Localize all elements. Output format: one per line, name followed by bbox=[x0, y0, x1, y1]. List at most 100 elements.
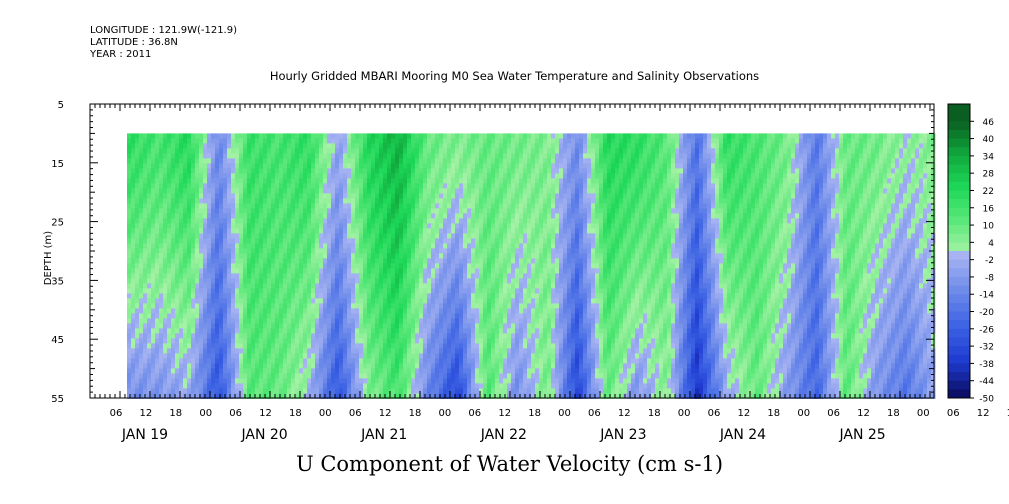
heatmap-cell bbox=[467, 358, 472, 364]
heatmap-cell bbox=[147, 353, 152, 359]
heatmap-cell bbox=[259, 198, 264, 204]
heatmap-cell bbox=[203, 378, 208, 384]
heatmap-cell bbox=[471, 183, 476, 189]
heatmap-cell bbox=[439, 333, 444, 339]
heatmap-cell bbox=[151, 228, 156, 234]
heatmap-cell bbox=[307, 193, 312, 199]
heatmap-cell bbox=[223, 193, 228, 199]
heatmap-cell bbox=[155, 183, 160, 189]
heatmap-cell bbox=[327, 243, 332, 249]
heatmap-cell bbox=[331, 153, 336, 159]
heatmap-cell bbox=[247, 163, 252, 169]
heatmap-cell bbox=[167, 163, 172, 169]
heatmap-cell bbox=[235, 218, 240, 224]
heatmap-cell bbox=[451, 138, 456, 144]
heatmap-cell bbox=[307, 158, 312, 164]
heatmap-cell bbox=[499, 173, 504, 179]
heatmap-cell bbox=[491, 243, 496, 249]
heatmap-cell bbox=[127, 273, 132, 279]
heatmap-cell bbox=[371, 138, 376, 144]
heatmap-cell bbox=[251, 293, 256, 299]
heatmap-cell bbox=[439, 153, 444, 159]
heatmap-cell bbox=[255, 348, 260, 354]
heatmap-cell bbox=[339, 378, 344, 384]
heatmap-cell bbox=[479, 293, 484, 299]
heatmap-cell bbox=[459, 208, 464, 214]
heatmap-cell bbox=[475, 213, 480, 219]
heatmap-cell bbox=[375, 143, 380, 149]
heatmap-cell bbox=[471, 148, 476, 154]
heatmap-cell bbox=[483, 348, 488, 354]
heatmap-cell bbox=[127, 163, 132, 169]
heatmap-cell bbox=[443, 193, 448, 199]
heatmap-cell bbox=[335, 378, 340, 384]
heatmap-cell bbox=[183, 323, 188, 329]
heatmap-cell bbox=[339, 173, 344, 179]
heatmap-cell bbox=[315, 378, 320, 384]
heatmap-cell bbox=[443, 283, 448, 289]
heatmap-cell bbox=[255, 233, 260, 239]
heatmap-cell bbox=[351, 313, 356, 319]
heatmap-cell bbox=[479, 273, 484, 279]
heatmap-cell bbox=[271, 238, 276, 244]
heatmap-cell bbox=[267, 303, 272, 309]
heatmap-cell bbox=[335, 273, 340, 279]
heatmap-cell bbox=[411, 383, 416, 389]
heatmap-cell bbox=[255, 133, 260, 139]
heatmap-cell bbox=[159, 368, 164, 374]
heatmap-cell bbox=[387, 153, 392, 159]
heatmap-cell bbox=[399, 148, 404, 154]
heatmap-cell bbox=[243, 198, 248, 204]
heatmap-cell bbox=[307, 223, 312, 229]
heatmap-cell bbox=[163, 133, 168, 139]
heatmap-cell bbox=[391, 268, 396, 274]
heatmap-cell bbox=[419, 193, 424, 199]
heatmap-cell bbox=[307, 238, 312, 244]
heatmap-cell bbox=[379, 153, 384, 159]
heatmap-cell bbox=[451, 328, 456, 334]
heatmap-cell bbox=[447, 138, 452, 144]
heatmap-cell bbox=[419, 273, 424, 279]
heatmap-cell bbox=[175, 363, 180, 369]
heatmap-cell bbox=[191, 253, 196, 259]
heatmap-cell bbox=[223, 233, 228, 239]
heatmap-cell bbox=[299, 288, 304, 294]
heatmap-cell bbox=[271, 228, 276, 234]
heatmap-cell bbox=[487, 273, 492, 279]
heatmap-cell bbox=[219, 248, 224, 254]
heatmap-cell bbox=[299, 268, 304, 274]
heatmap-cell bbox=[271, 318, 276, 324]
heatmap-cell bbox=[163, 383, 168, 389]
heatmap-cell bbox=[247, 248, 252, 254]
heatmap-cell bbox=[147, 383, 152, 389]
heatmap-cell bbox=[207, 168, 212, 174]
heatmap-cell bbox=[343, 168, 348, 174]
heatmap-cell bbox=[143, 208, 148, 214]
heatmap-cell bbox=[387, 203, 392, 209]
heatmap-cell bbox=[375, 238, 380, 244]
heatmap-cell bbox=[419, 323, 424, 329]
heatmap-cell bbox=[351, 158, 356, 164]
heatmap-cell bbox=[347, 233, 352, 239]
heatmap-cell bbox=[259, 298, 264, 304]
heatmap-cell bbox=[255, 268, 260, 274]
heatmap-cell bbox=[499, 148, 504, 154]
heatmap-cell bbox=[419, 163, 424, 169]
heatmap-cell bbox=[423, 133, 428, 139]
heatmap-cell bbox=[167, 173, 172, 179]
heatmap-cell bbox=[215, 298, 220, 304]
heatmap-cell bbox=[399, 218, 404, 224]
heatmap-cell bbox=[431, 343, 436, 349]
heatmap-cell bbox=[219, 238, 224, 244]
heatmap-cell bbox=[275, 138, 280, 144]
heatmap-cell bbox=[135, 193, 140, 199]
heatmap-cell bbox=[279, 263, 284, 269]
heatmap-cell bbox=[487, 218, 492, 224]
heatmap-cell bbox=[431, 333, 436, 339]
heatmap-cell bbox=[155, 158, 160, 164]
heatmap-cell bbox=[483, 203, 488, 209]
heatmap-cell bbox=[411, 368, 416, 374]
heatmap-cell bbox=[399, 328, 404, 334]
heatmap-cell bbox=[435, 323, 440, 329]
heatmap-cell bbox=[355, 393, 360, 399]
